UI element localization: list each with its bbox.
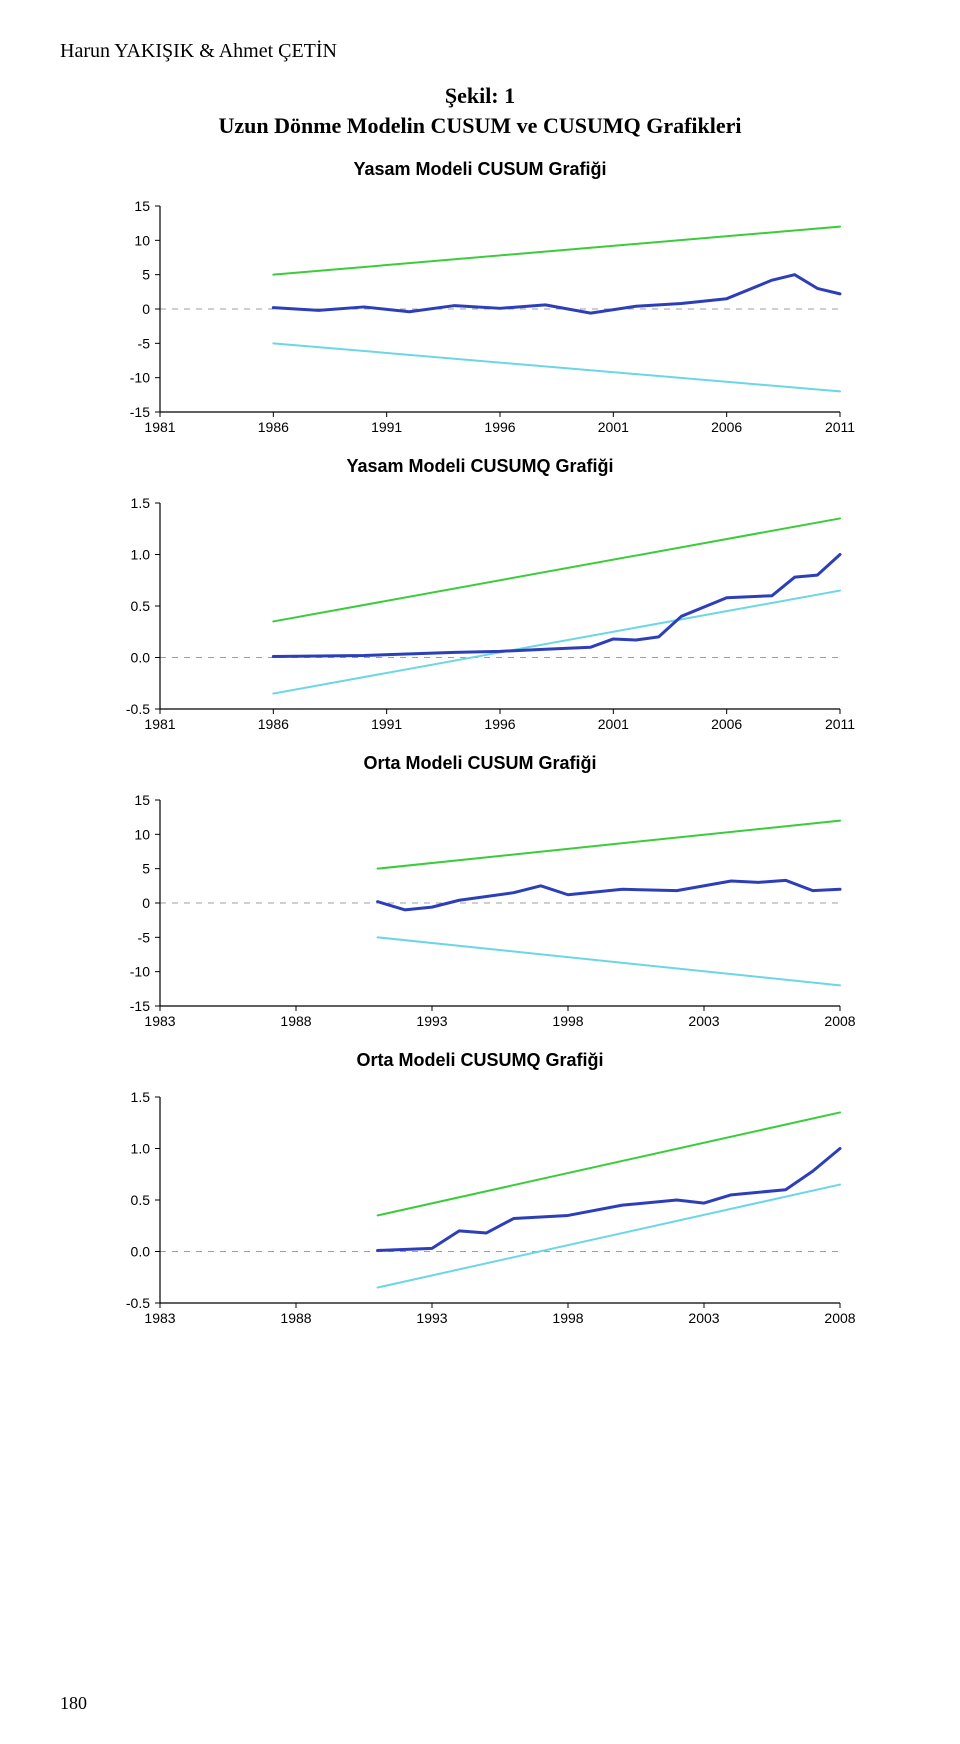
chart-3-title: Orta Modeli CUSUM Grafiği <box>100 753 860 774</box>
svg-text:2001: 2001 <box>598 419 629 435</box>
chart-2-canvas: -0.5 0.0 0.5 1.0 1.5 1981 1986 1991 1996 2001 2006… <box>100 483 860 743</box>
svg-text:1993: 1993 <box>416 1013 447 1029</box>
svg-text:1996: 1996 <box>484 716 515 732</box>
svg-text:1991: 1991 <box>371 419 402 435</box>
chart-3: Orta Modeli CUSUM Grafiği -15 -10 -5 0 5 10 15… <box>100 753 860 1040</box>
svg-text:0.5: 0.5 <box>131 1192 151 1208</box>
svg-text:10: 10 <box>134 232 150 248</box>
svg-text:-5: -5 <box>138 335 151 351</box>
svg-text:-5: -5 <box>138 929 151 945</box>
svg-text:1983: 1983 <box>144 1013 175 1029</box>
chart-3-canvas: -15 -10 -5 0 5 10 15 1983 1988 1993 1998 2003 2008 <box>100 780 860 1040</box>
svg-text:-10: -10 <box>130 964 150 980</box>
svg-text:-0.5: -0.5 <box>126 1295 150 1311</box>
svg-text:0.5: 0.5 <box>131 598 151 614</box>
svg-text:10: 10 <box>134 826 150 842</box>
svg-text:1998: 1998 <box>552 1310 583 1326</box>
svg-text:1.5: 1.5 <box>131 495 151 511</box>
figure-label: Şekil: 1 <box>60 83 900 109</box>
svg-text:1.5: 1.5 <box>131 1089 151 1105</box>
chart-1-title: Yasam Modeli CUSUM Grafiği <box>100 159 860 180</box>
chart-2: Yasam Modeli CUSUMQ Grafiği -0.5 0.0 0.5 1.… <box>100 456 860 743</box>
svg-text:0.0: 0.0 <box>131 1244 151 1260</box>
chart-4-title: Orta Modeli CUSUMQ Grafiği <box>100 1050 860 1071</box>
svg-text:2011: 2011 <box>825 419 855 435</box>
svg-text:15: 15 <box>134 198 150 214</box>
svg-text:-15: -15 <box>130 404 150 420</box>
svg-text:1986: 1986 <box>258 419 289 435</box>
chart-1-canvas: -15 -10 -5 0 5 10 15 1981 1986 1991 1996 2001 2006 20… <box>100 186 860 446</box>
svg-text:15: 15 <box>134 792 150 808</box>
svg-text:1.0: 1.0 <box>131 547 151 563</box>
svg-text:0.0: 0.0 <box>131 650 151 666</box>
svg-text:1981: 1981 <box>144 716 175 732</box>
svg-text:5: 5 <box>142 267 150 283</box>
svg-text:2006: 2006 <box>711 716 742 732</box>
svg-text:0: 0 <box>142 895 150 911</box>
svg-text:5: 5 <box>142 861 150 877</box>
svg-text:-15: -15 <box>130 998 150 1014</box>
svg-text:2003: 2003 <box>688 1310 719 1326</box>
svg-text:1.0: 1.0 <box>131 1141 151 1157</box>
chart-4-canvas: -0.5 0.0 0.5 1.0 1.5 1983 1988 1993 1998 2003 2008 <box>100 1077 860 1337</box>
svg-text:1986: 1986 <box>258 716 289 732</box>
svg-text:1991: 1991 <box>371 716 402 732</box>
svg-text:2006: 2006 <box>711 419 742 435</box>
svg-text:-10: -10 <box>130 370 150 386</box>
svg-text:1983: 1983 <box>144 1310 175 1326</box>
svg-text:1993: 1993 <box>416 1310 447 1326</box>
svg-text:1988: 1988 <box>280 1310 311 1326</box>
svg-text:2001: 2001 <box>598 716 629 732</box>
chart-4: Orta Modeli CUSUMQ Grafiği -0.5 0.0 0.5 1.0… <box>100 1050 860 1337</box>
figure-caption: Uzun Dönme Modelin CUSUM ve CUSUMQ Grafi… <box>60 113 900 139</box>
svg-text:1996: 1996 <box>484 419 515 435</box>
svg-text:2008: 2008 <box>824 1013 855 1029</box>
svg-text:2011: 2011 <box>825 716 855 732</box>
svg-text:1988: 1988 <box>280 1013 311 1029</box>
page-number: 180 <box>60 1693 87 1714</box>
svg-text:0: 0 <box>142 301 150 317</box>
svg-text:1981: 1981 <box>144 419 175 435</box>
svg-text:1998: 1998 <box>552 1013 583 1029</box>
chart-1: Yasam Modeli CUSUM Grafiği -15 -10 -5 0 5 10 1… <box>100 159 860 446</box>
svg-text:-0.5: -0.5 <box>126 701 150 717</box>
svg-text:2008: 2008 <box>824 1310 855 1326</box>
svg-text:2003: 2003 <box>688 1013 719 1029</box>
chart-2-title: Yasam Modeli CUSUMQ Grafiği <box>100 456 860 477</box>
header-authors: Harun YAKIŞIK & Ahmet ÇETİN <box>60 40 900 63</box>
